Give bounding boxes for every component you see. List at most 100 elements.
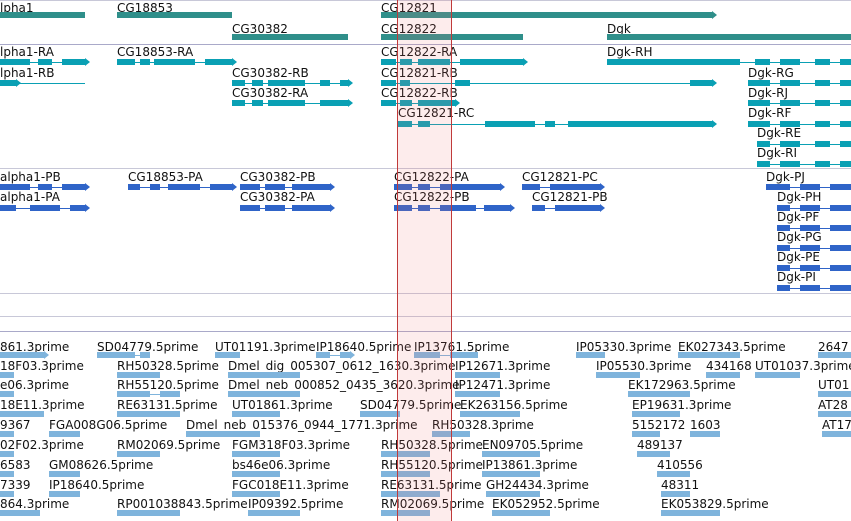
est-feature[interactable]	[690, 431, 720, 437]
est-feature[interactable]	[706, 372, 740, 378]
est-feature[interactable]	[49, 471, 80, 477]
transcript-exon[interactable]	[418, 121, 430, 127]
est-feature[interactable]	[661, 491, 690, 497]
est-feature[interactable]	[381, 451, 430, 457]
est-label[interactable]: IP13761.5prime	[414, 340, 510, 354]
est-feature[interactable]	[818, 352, 851, 358]
est-feature[interactable]	[117, 411, 180, 417]
transcript-label[interactable]: Dgk-RF	[748, 106, 792, 120]
est-feature[interactable]	[657, 471, 690, 477]
transcript-exon[interactable]	[780, 141, 800, 147]
transcript-exon[interactable]	[154, 59, 195, 65]
transcript-exon[interactable]	[232, 80, 245, 86]
est-label[interactable]: RH50328.3prime	[432, 418, 534, 432]
est-label[interactable]: SD04779.5prime	[97, 340, 199, 354]
transcript-exon[interactable]	[418, 100, 455, 106]
transcript-exon[interactable]	[757, 161, 770, 167]
transcript-exon[interactable]	[755, 59, 770, 65]
protein-exon[interactable]	[777, 285, 790, 291]
est-feature[interactable]	[49, 491, 80, 497]
est-feature[interactable]	[228, 391, 300, 397]
est-label[interactable]: bs46e06.3prime	[232, 458, 331, 472]
est-label[interactable]: IP09392.5prime	[248, 497, 344, 511]
protein-exon[interactable]	[0, 205, 16, 211]
est-label[interactable]: RH55120.5prime	[117, 378, 219, 392]
est-feature[interactable]	[818, 411, 851, 417]
est-label[interactable]: 5152172	[632, 418, 686, 432]
est-label[interactable]: 7339	[0, 478, 31, 492]
transcript-exon[interactable]	[840, 141, 851, 147]
protein-exon[interactable]	[394, 205, 412, 211]
est-label[interactable]: 9367	[0, 418, 31, 432]
protein-label[interactable]: CG30382-PB	[240, 170, 316, 184]
protein-label[interactable]: CG12822-PA	[394, 170, 469, 184]
transcript-exon[interactable]	[0, 80, 16, 86]
est-label[interactable]: RE63131.5prime	[117, 398, 218, 412]
transcript-exon[interactable]	[38, 59, 52, 65]
protein-exon[interactable]	[800, 245, 820, 251]
est-label[interactable]: SD04779.5prime	[360, 398, 462, 412]
est-label[interactable]: FGC018E11.3prime	[232, 478, 349, 492]
est-feature[interactable]	[460, 411, 520, 417]
transcript-exon[interactable]	[748, 100, 770, 106]
est-label[interactable]: IP18640.5prime	[49, 478, 145, 492]
est-feature[interactable]	[232, 471, 280, 477]
transcript-exon[interactable]	[840, 59, 851, 65]
est-label[interactable]: 861.3prime	[0, 340, 70, 354]
est-feature[interactable]	[632, 411, 680, 417]
gene-label[interactable]: CG12821	[381, 1, 437, 15]
est-feature[interactable]	[140, 352, 150, 358]
transcript-exon[interactable]	[840, 100, 851, 106]
transcript-exon[interactable]	[780, 80, 800, 86]
protein-exon[interactable]	[418, 184, 430, 190]
protein-label[interactable]: Dgk-PG	[777, 230, 822, 244]
protein-exon[interactable]	[777, 225, 790, 231]
est-feature[interactable]	[455, 372, 500, 378]
est-feature[interactable]	[228, 372, 300, 378]
transcript-exon[interactable]	[840, 80, 851, 86]
protein-exon[interactable]	[800, 285, 820, 291]
protein-exon[interactable]	[150, 184, 160, 190]
protein-exon[interactable]	[240, 184, 260, 190]
protein-exon[interactable]	[830, 245, 851, 251]
est-label[interactable]: IP13861.3prime	[482, 458, 578, 472]
protein-exon[interactable]	[800, 225, 820, 231]
est-label[interactable]: EP19631.3prime	[632, 398, 732, 412]
protein-label[interactable]: Dgk-PE	[777, 250, 820, 264]
protein-exon[interactable]	[550, 184, 600, 190]
est-label[interactable]: UT01037.3prime	[755, 359, 851, 373]
est-feature[interactable]	[0, 451, 14, 457]
est-feature[interactable]	[414, 352, 440, 358]
est-label[interactable]: EK172963.5prime	[628, 378, 736, 392]
transcript-exon[interactable]	[607, 59, 740, 65]
est-label[interactable]: 02F02.3prime	[0, 438, 84, 452]
protein-exon[interactable]	[830, 184, 851, 190]
est-label[interactable]: AT17	[822, 418, 851, 432]
est-label[interactable]: 18F03.3prime	[0, 359, 84, 373]
est-label[interactable]: RH55120.5prime	[381, 458, 483, 472]
est-label[interactable]: IP12471.3prime	[455, 378, 551, 392]
est-label[interactable]: 489137	[637, 438, 683, 452]
transcript-label[interactable]: Dgk-RI	[757, 146, 798, 160]
transcript-exon[interactable]	[815, 80, 830, 86]
est-feature[interactable]	[340, 352, 350, 358]
transcript-label[interactable]: lpha1-RA	[0, 45, 54, 59]
protein-exon[interactable]	[800, 205, 820, 211]
protein-exon[interactable]	[777, 245, 790, 251]
protein-exon[interactable]	[555, 205, 600, 211]
est-feature[interactable]	[482, 451, 540, 457]
est-label[interactable]: IP18640.5prime	[316, 340, 412, 354]
protein-exon[interactable]	[484, 205, 510, 211]
protein-label[interactable]: alpha1-PA	[0, 190, 60, 204]
est-label[interactable]: UT01	[818, 378, 850, 392]
est-label[interactable]: 1603	[690, 418, 721, 432]
est-feature[interactable]	[117, 510, 180, 516]
protein-exon[interactable]	[128, 184, 140, 190]
est-feature[interactable]	[755, 372, 800, 378]
transcript-exon[interactable]	[757, 141, 770, 147]
protein-label[interactable]: CG18853-PA	[128, 170, 203, 184]
est-label[interactable]: IP05330.3prime	[576, 340, 672, 354]
transcript-exon[interactable]	[62, 59, 85, 65]
protein-exon[interactable]	[168, 184, 200, 190]
est-feature[interactable]	[381, 491, 440, 497]
